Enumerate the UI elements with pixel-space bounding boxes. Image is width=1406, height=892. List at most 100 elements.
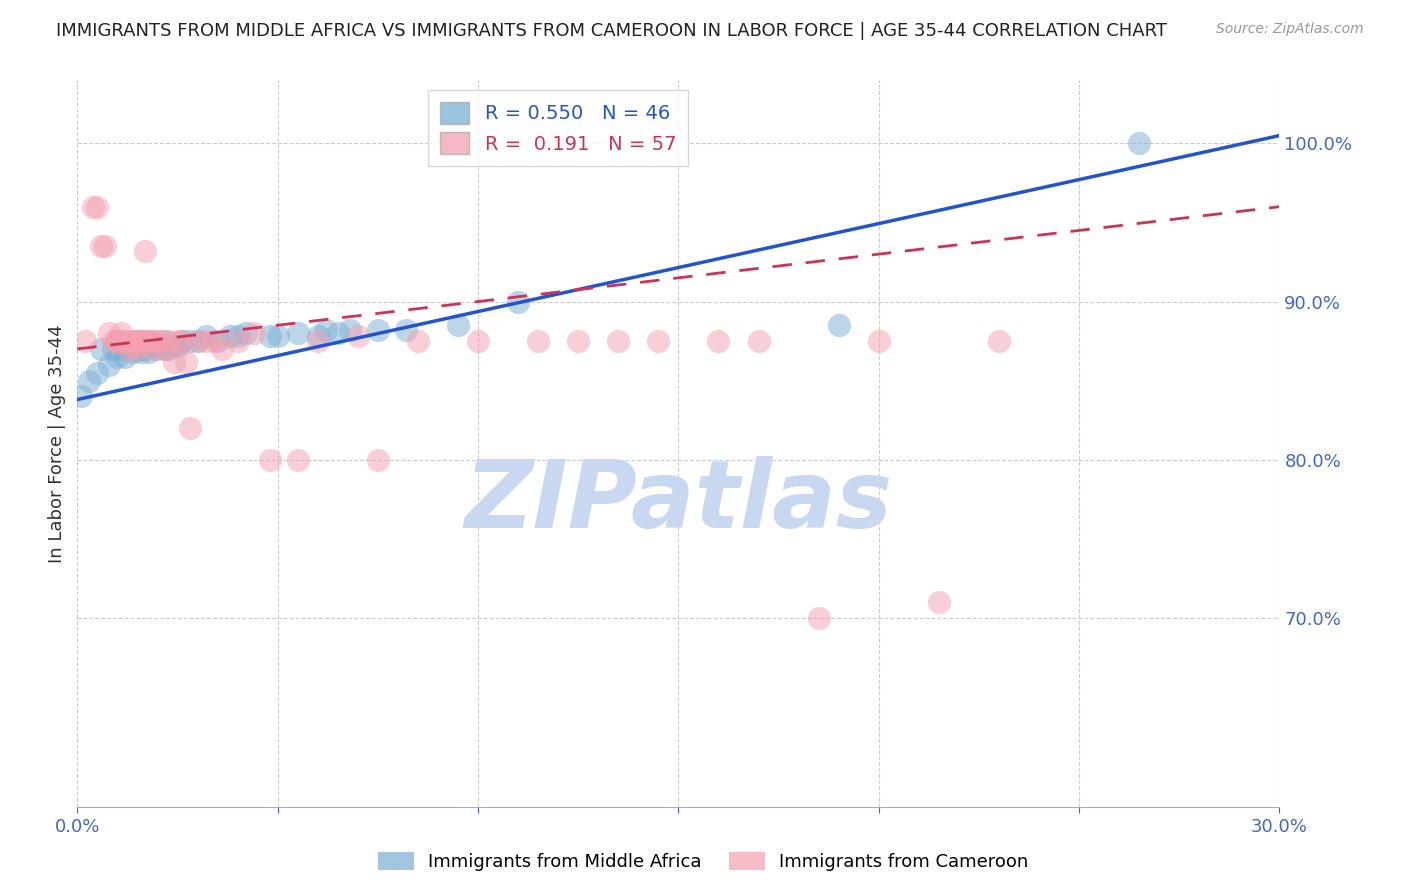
Point: [107, 334, 129, 348]
Point: [508, 294, 530, 309]
Point: [162, 354, 184, 368]
Point: [235, 326, 257, 340]
Point: [447, 318, 470, 333]
Point: [142, 334, 165, 348]
Point: [79, 374, 101, 388]
Point: [134, 244, 156, 258]
Point: [174, 354, 197, 368]
Point: [110, 326, 132, 340]
Point: [146, 334, 169, 348]
Point: [179, 334, 201, 348]
Point: [467, 334, 489, 348]
Point: [828, 318, 851, 333]
Point: [211, 342, 233, 356]
Point: [367, 452, 389, 467]
Point: [347, 329, 370, 343]
Point: [395, 323, 418, 337]
Point: [226, 329, 249, 343]
Point: [118, 339, 141, 353]
Point: [287, 326, 309, 340]
Point: [155, 334, 177, 348]
Point: [307, 329, 329, 343]
Point: [170, 334, 193, 348]
Point: [118, 342, 141, 356]
Point: [103, 342, 125, 356]
Point: [110, 334, 132, 348]
Point: [107, 350, 129, 364]
Point: [326, 326, 349, 340]
Point: [122, 334, 145, 348]
Point: [150, 334, 173, 348]
Point: [170, 334, 193, 348]
Point: [122, 345, 145, 359]
Point: [150, 339, 173, 353]
Legend: R = 0.550   N = 46, R =  0.191   N = 57: R = 0.550 N = 46, R = 0.191 N = 57: [429, 90, 688, 166]
Point: [162, 339, 184, 353]
Point: [287, 452, 309, 467]
Text: ZIPatlas: ZIPatlas: [464, 456, 893, 548]
Point: [226, 334, 249, 348]
Point: [607, 334, 630, 348]
Point: [131, 345, 153, 359]
Point: [159, 334, 181, 348]
Point: [748, 334, 770, 348]
Point: [259, 329, 281, 343]
Point: [166, 339, 188, 353]
Point: [202, 334, 225, 348]
Point: [928, 595, 950, 609]
Point: [138, 334, 160, 348]
Point: [807, 610, 830, 624]
Point: [86, 366, 108, 380]
Point: [194, 334, 217, 348]
Point: [307, 334, 329, 348]
Text: IMMIGRANTS FROM MIDDLE AFRICA VS IMMIGRANTS FROM CAMEROON IN LABOR FORCE | AGE 3: IMMIGRANTS FROM MIDDLE AFRICA VS IMMIGRA…: [56, 22, 1167, 40]
Point: [131, 334, 153, 348]
Point: [82, 200, 104, 214]
Point: [114, 350, 136, 364]
Point: [127, 342, 149, 356]
Point: [194, 329, 217, 343]
Point: [70, 389, 93, 403]
Point: [90, 342, 112, 356]
Point: [267, 329, 290, 343]
Point: [138, 345, 160, 359]
Point: [218, 329, 240, 343]
Point: [107, 334, 129, 348]
Point: [138, 334, 160, 348]
Point: [707, 334, 730, 348]
Point: [242, 326, 264, 340]
Point: [647, 334, 669, 348]
Text: Source: ZipAtlas.com: Source: ZipAtlas.com: [1216, 22, 1364, 37]
Point: [367, 323, 389, 337]
Point: [94, 239, 117, 253]
Point: [114, 334, 136, 348]
Point: [142, 342, 165, 356]
Point: [142, 339, 165, 353]
Point: [159, 342, 181, 356]
Point: [339, 323, 361, 337]
Point: [103, 334, 125, 348]
Point: [166, 334, 188, 348]
Point: [186, 334, 209, 348]
Point: [127, 342, 149, 356]
Point: [118, 334, 141, 348]
Point: [107, 334, 129, 348]
Point: [75, 334, 97, 348]
Point: [207, 334, 229, 348]
Point: [134, 342, 156, 356]
Point: [155, 342, 177, 356]
Point: [259, 452, 281, 467]
Legend: Immigrants from Middle Africa, Immigrants from Cameroon: Immigrants from Middle Africa, Immigrant…: [370, 845, 1036, 879]
Point: [127, 334, 149, 348]
Point: [406, 334, 429, 348]
Point: [527, 334, 550, 348]
Point: [110, 342, 132, 356]
Point: [127, 334, 149, 348]
Point: [868, 334, 890, 348]
Point: [90, 239, 112, 253]
Point: [98, 358, 121, 372]
Point: [131, 334, 153, 348]
Point: [186, 334, 209, 348]
Point: [134, 334, 156, 348]
Point: [1128, 136, 1150, 151]
